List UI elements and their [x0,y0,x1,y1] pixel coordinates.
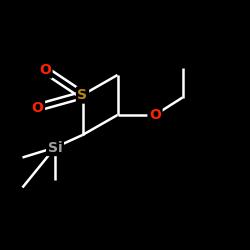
Text: O: O [39,63,51,77]
Text: O: O [32,100,44,114]
Text: S: S [78,88,88,102]
Text: Si: Si [48,140,62,154]
Text: O: O [149,108,161,122]
